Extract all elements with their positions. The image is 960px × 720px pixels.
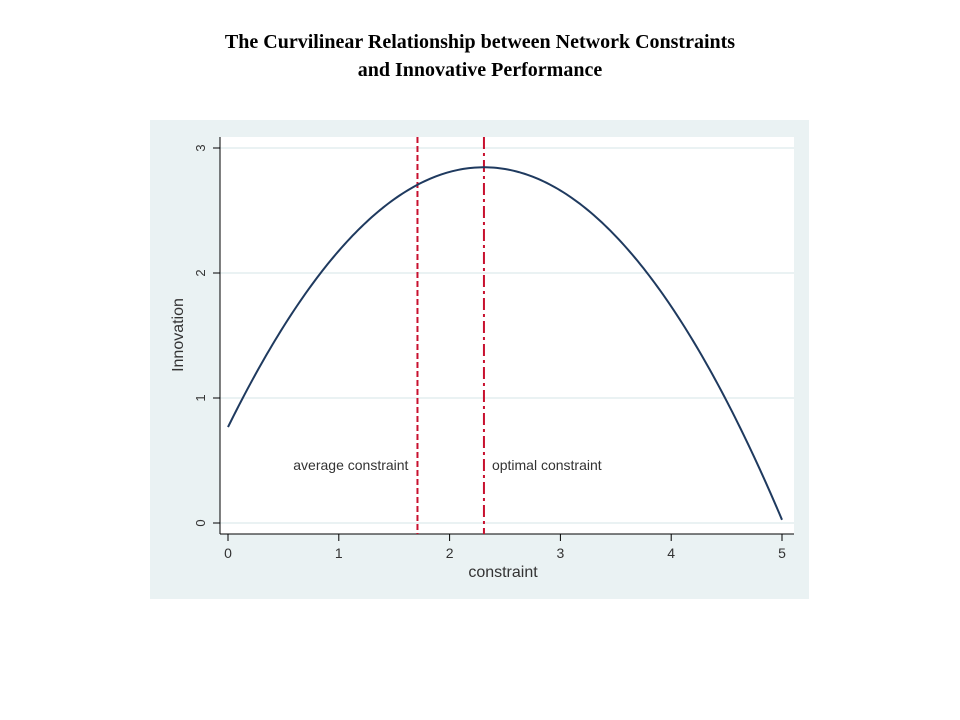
x-tick-label-2: 2 (446, 545, 454, 561)
chart-title: The Curvilinear Relationship between Net… (0, 28, 960, 84)
gridlines (220, 147, 794, 524)
x-tick-label-5: 5 (778, 545, 786, 561)
series-group (227, 166, 783, 521)
reference-line-label-2: optimal constraint (492, 457, 602, 473)
y-tick-label-0: 0 (193, 519, 208, 526)
x-tick-label-0: 0 (224, 545, 232, 561)
x-tick-label-4: 4 (667, 545, 675, 561)
x-tick-label-1: 1 (335, 545, 343, 561)
y-tick-label-1: 1 (193, 394, 208, 401)
reference-line-label-1: average constraint (293, 457, 408, 473)
plot-area (220, 137, 794, 534)
y-tick-label-2: 2 (193, 269, 208, 276)
x-axis-label: constraint (468, 564, 538, 581)
labels-group: constraint Innovation average constraint… (170, 298, 602, 581)
chart-title-line-2: and Innovative Performance (357, 59, 603, 81)
reference-lines (416, 137, 485, 534)
axes: 0 1 2 3 0 1 2 3 4 5 (193, 137, 794, 561)
y-axis-label: Innovation (170, 298, 187, 372)
series-line-1 (227, 166, 783, 521)
chart-title-line-1: The Curvilinear Relationship between Net… (224, 31, 736, 53)
x-tick-label-3: 3 (557, 545, 565, 561)
y-tick-label-3: 3 (193, 144, 208, 151)
